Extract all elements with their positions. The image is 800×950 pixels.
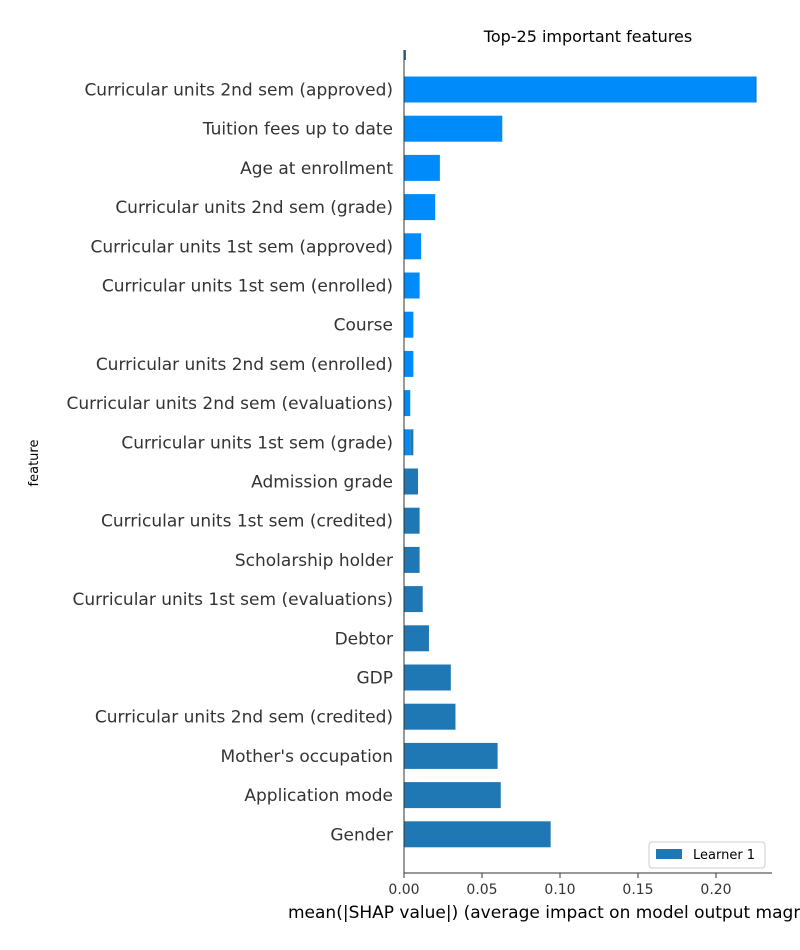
category-label: Tuition fees up to date <box>202 120 393 140</box>
x-axis-label: mean(|SHAP value|) (average impact on mo… <box>288 903 800 923</box>
legend-swatch-learner-1 <box>656 849 682 859</box>
bars-layer <box>404 50 757 848</box>
bar-highlight <box>404 390 411 417</box>
bar-learner-1 <box>404 664 451 691</box>
bar-learner-1 <box>404 782 501 809</box>
x-tick-label: 0.15 <box>622 882 653 898</box>
category-label: Mother's occupation <box>220 747 393 767</box>
category-label: GDP <box>356 669 393 689</box>
bar-learner-1 <box>404 625 429 652</box>
bar-learner-1 <box>404 507 420 534</box>
bar-highlight <box>404 429 411 456</box>
bar-learner-1 <box>404 703 456 730</box>
category-label: Scholarship holder <box>235 551 393 571</box>
bar-learner-1 <box>404 742 498 769</box>
category-label: Curricular units 1st sem (enrolled) <box>102 277 393 297</box>
category-label: Curricular units 2nd sem (enrolled) <box>96 355 393 375</box>
category-label: Curricular units 1st sem (approved) <box>90 237 393 257</box>
bar-highlight <box>404 115 503 142</box>
bar-learner-1 <box>404 546 420 573</box>
chart-title: Top-25 important features <box>483 27 692 46</box>
bar-highlight <box>404 272 420 299</box>
bar-learner-1 <box>410 429 414 456</box>
bar-learner-1 <box>404 468 419 495</box>
category-label: Debtor <box>335 629 393 649</box>
x-tick-label: 0.20 <box>700 882 731 898</box>
bar-highlight <box>404 311 414 338</box>
category-label: Application mode <box>244 786 393 806</box>
bar-learner-1 <box>755 76 757 103</box>
x-tick-label: 0.00 <box>388 882 419 898</box>
legend: Learner 1 <box>648 841 766 869</box>
bar-highlight <box>404 350 414 377</box>
category-label: Gender <box>330 825 393 845</box>
category-label: Age at enrollment <box>240 159 393 179</box>
category-label: Curricular units 2nd sem (approved) <box>84 81 393 101</box>
category-label: Admission grade <box>251 473 393 493</box>
legend-label-learner-1: Learner 1 <box>693 848 755 863</box>
bar-highlight <box>404 194 436 221</box>
x-tick-label: 0.10 <box>544 882 575 898</box>
axis-top-mark <box>404 50 406 60</box>
category-label: Curricular units 2nd sem (credited) <box>95 708 393 728</box>
bar-learner-1 <box>404 821 551 848</box>
y-axis-label: feature <box>27 440 42 487</box>
legend-box <box>648 841 766 869</box>
category-label: Curricular units 1st sem (grade) <box>121 433 393 453</box>
category-label: Curricular units 1st sem (credited) <box>101 512 393 532</box>
bar-highlight <box>404 233 422 260</box>
bar-highlight <box>404 76 755 103</box>
category-label: Curricular units 2nd sem (grade) <box>115 198 393 218</box>
x-tick-label: 0.05 <box>466 882 497 898</box>
bar-learner-1 <box>404 586 423 613</box>
bar-highlight <box>404 154 440 181</box>
category-label: Curricular units 1st sem (evaluations) <box>73 590 393 610</box>
category-label: Curricular units 2nd sem (evaluations) <box>66 394 393 414</box>
axes: 0.00 0.05 0.10 0.15 0.20 <box>388 50 772 898</box>
category-labels: Curricular units 2nd sem (approved) Tuiti… <box>66 81 393 846</box>
category-label: Course <box>334 316 393 336</box>
